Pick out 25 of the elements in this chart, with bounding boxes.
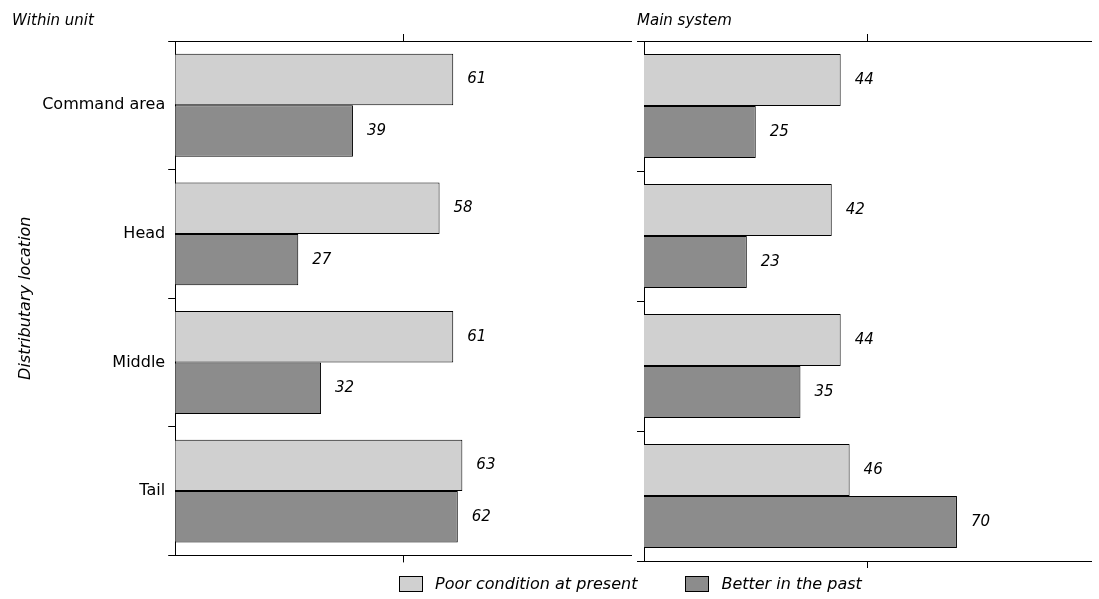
data-label: 35 bbox=[814, 381, 834, 400]
data-label: 44 bbox=[854, 69, 874, 88]
chart-title: Main system bbox=[637, 10, 732, 29]
data-label: 23 bbox=[760, 251, 780, 270]
legend-label: Poor condition at present bbox=[435, 574, 638, 593]
data-label: 46 bbox=[863, 459, 883, 478]
data-label: 42 bbox=[845, 199, 865, 218]
y-tick-label: Command area bbox=[42, 94, 166, 114]
data-label: 27 bbox=[312, 249, 332, 268]
data-label: 62 bbox=[471, 506, 491, 525]
data-label: 32 bbox=[335, 378, 355, 397]
y-tick-label: Head bbox=[123, 223, 166, 243]
data-label: 61 bbox=[467, 69, 487, 88]
y-axis-title: Distributary location bbox=[14, 216, 34, 380]
data-label: 70 bbox=[970, 511, 990, 530]
data-label: 44 bbox=[854, 329, 874, 348]
data-label: 39 bbox=[366, 120, 387, 139]
data-label: 58 bbox=[453, 198, 473, 217]
y-tick-label: Tail bbox=[138, 480, 166, 500]
legend-label: Better in the past bbox=[721, 574, 862, 593]
data-label: 63 bbox=[476, 455, 496, 474]
data-label: 25 bbox=[769, 121, 789, 140]
data-label: 61 bbox=[467, 326, 487, 345]
text: Within unit bbox=[12, 10, 96, 29]
y-tick-label: Middle bbox=[112, 351, 166, 371]
